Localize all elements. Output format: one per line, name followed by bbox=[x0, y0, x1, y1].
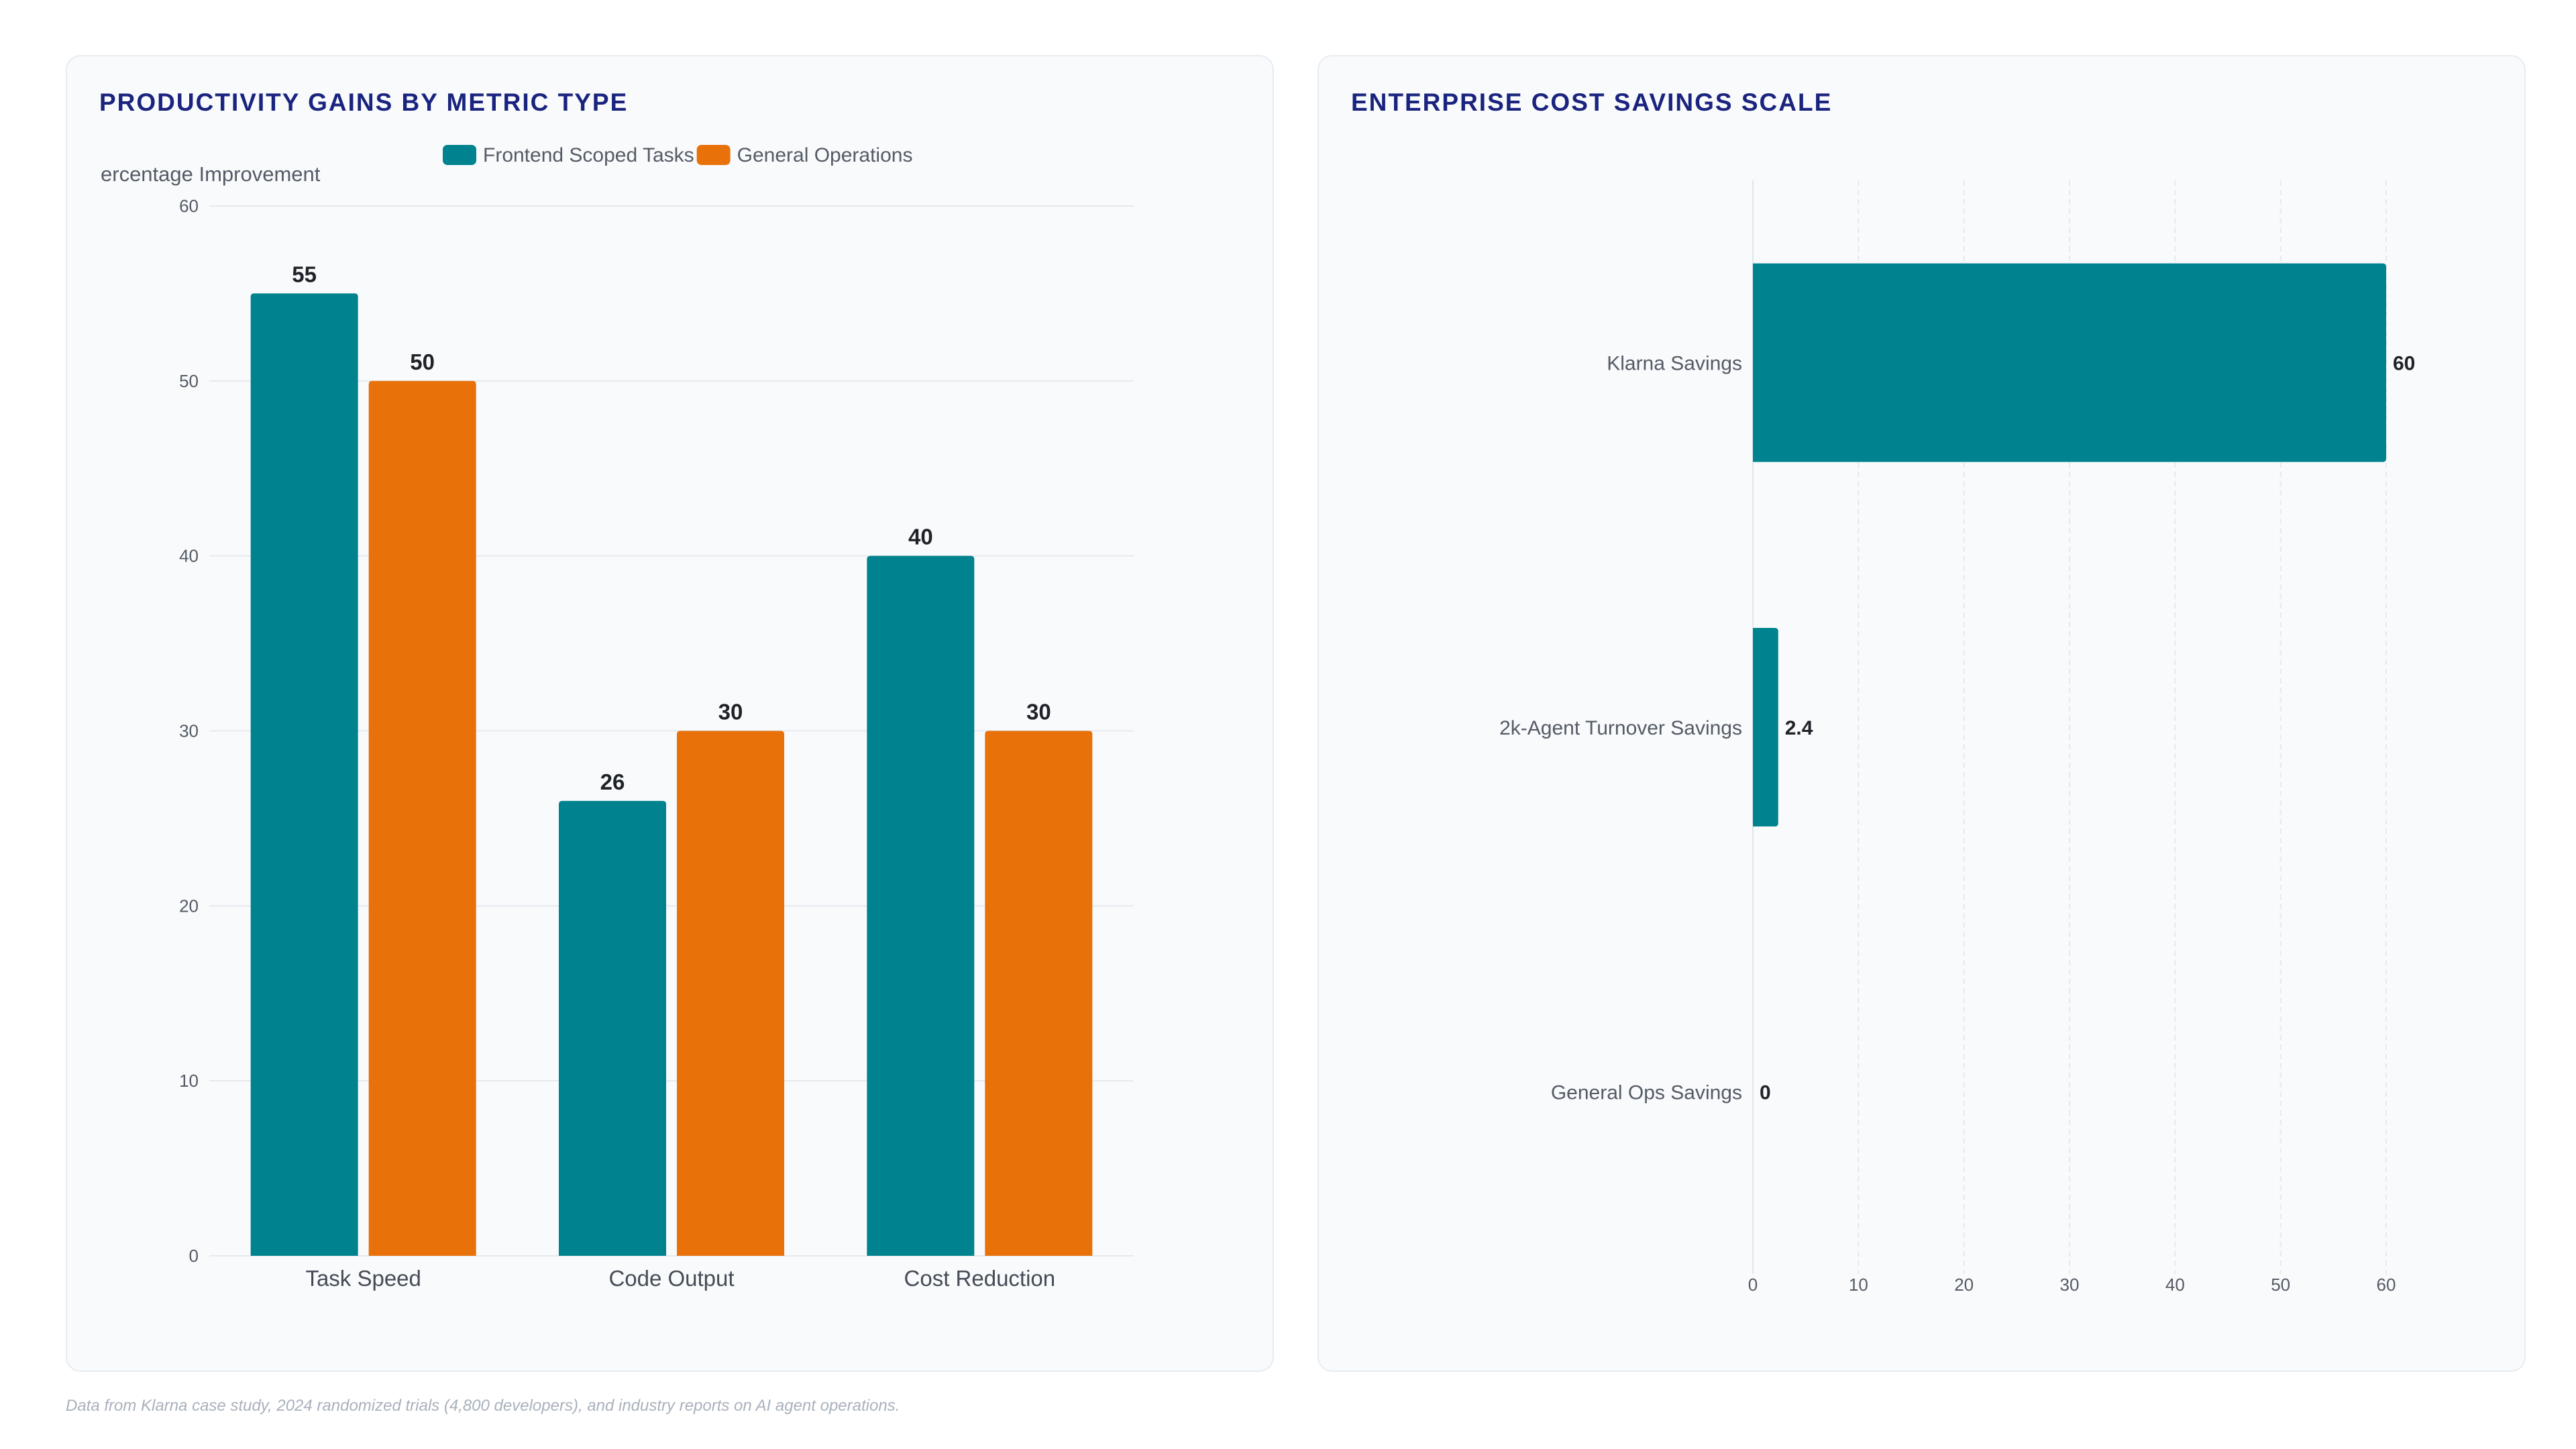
x-tick-label: Task Speed bbox=[305, 1266, 421, 1291]
productivity-chart: 0 10 20 30 40 50 60 ercentage Improvement Fronte… bbox=[101, 144, 1134, 1291]
y-tick-label: 50 bbox=[179, 371, 199, 391]
data-label: 50 bbox=[410, 350, 435, 374]
legend-swatch bbox=[696, 145, 731, 165]
cost-savings-chart-panel: ENTERPRISE COST SAVINGS SCALE 0 10 20 30 40 5… bbox=[1318, 55, 2526, 1372]
y-tick-label: 30 bbox=[179, 721, 199, 741]
x-tick-label: Cost Reduction bbox=[904, 1266, 1056, 1291]
x-tick-label: 30 bbox=[2060, 1275, 2080, 1295]
y-tick-label: 20 bbox=[179, 896, 199, 916]
y-tick-label: General Ops Savings bbox=[1551, 1081, 1742, 1104]
data-label: 30 bbox=[1026, 700, 1051, 724]
bar bbox=[1753, 628, 1778, 826]
x-tick-label: 60 bbox=[2377, 1275, 2396, 1295]
bar bbox=[559, 800, 666, 1256]
y-tick-label: 10 bbox=[179, 1071, 199, 1091]
source-footnote: Data from Klarna case study, 2024 random… bbox=[66, 1397, 900, 1415]
bar bbox=[677, 731, 784, 1256]
data-label: 30 bbox=[718, 700, 743, 724]
y-tick-label: 0 bbox=[189, 1246, 199, 1266]
bar bbox=[250, 293, 358, 1256]
data-label: 26 bbox=[600, 769, 625, 794]
y-tick-label: 40 bbox=[179, 546, 199, 566]
data-label: 40 bbox=[908, 525, 933, 549]
x-tick-label: 40 bbox=[2165, 1275, 2185, 1295]
bar bbox=[1753, 263, 2386, 462]
chart-title: PRODUCTIVITY GAINS BY METRIC TYPE bbox=[99, 89, 629, 116]
x-tick-label: Code Output bbox=[608, 1266, 734, 1291]
y-tick-label: Klarna Savings bbox=[1607, 353, 1742, 375]
bar bbox=[985, 731, 1093, 1256]
legend-swatch bbox=[443, 145, 476, 165]
data-label: 0 bbox=[1760, 1081, 1771, 1104]
y-axis-label: ercentage Improvement bbox=[101, 162, 321, 186]
chart-title: ENTERPRISE COST SAVINGS SCALE bbox=[1351, 89, 1833, 116]
data-label: 55 bbox=[292, 262, 317, 286]
x-tick-label: 50 bbox=[2271, 1275, 2290, 1295]
data-label: 2.4 bbox=[1785, 717, 1813, 739]
bar bbox=[867, 555, 975, 1256]
x-tick-label: 10 bbox=[1849, 1275, 1868, 1295]
bar bbox=[368, 380, 476, 1256]
legend-label: General Operations bbox=[737, 144, 913, 166]
y-tick-label: 60 bbox=[179, 196, 199, 216]
cost-savings-chart: 0 10 20 30 40 50 60 Klarna Savings 60 2k-Agent Tu… bbox=[1499, 180, 2415, 1295]
y-tick-label: 2k-Agent Turnover Savings bbox=[1499, 717, 1742, 739]
x-tick-label: 20 bbox=[1954, 1275, 1974, 1295]
legend-label: Frontend Scoped Tasks bbox=[483, 144, 694, 166]
data-label: 60 bbox=[2393, 353, 2415, 375]
x-tick-label: 0 bbox=[1748, 1275, 1758, 1295]
productivity-chart-panel: PRODUCTIVITY GAINS BY METRIC TYPE 0 10 20 3… bbox=[66, 55, 1274, 1372]
